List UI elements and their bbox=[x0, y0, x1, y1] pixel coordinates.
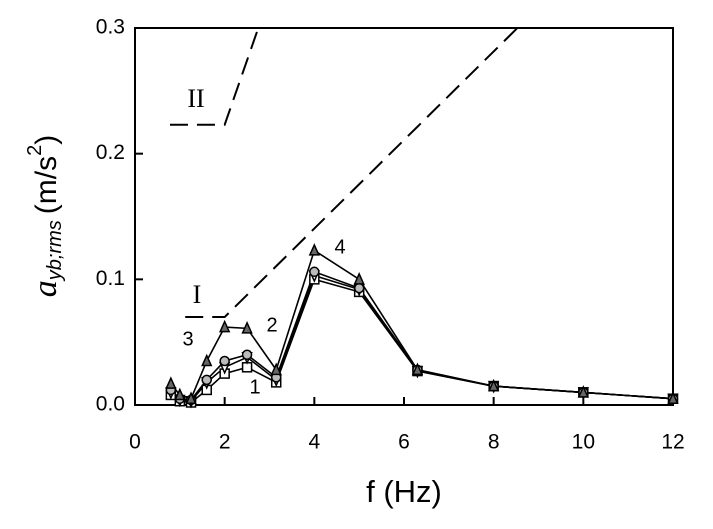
marker bbox=[241, 349, 253, 360]
y-axis-label: ayb;rms (m/s2) bbox=[24, 135, 66, 297]
x-tick-label: 6 bbox=[398, 431, 410, 454]
x-tick-label: 10 bbox=[572, 431, 595, 454]
marker bbox=[353, 282, 365, 294]
marker bbox=[219, 319, 231, 333]
marker bbox=[201, 353, 213, 367]
marker bbox=[241, 321, 253, 334]
y-tick-label: 0.2 bbox=[96, 141, 125, 164]
limit-line bbox=[185, 27, 519, 319]
limit-label: I bbox=[193, 280, 202, 309]
x-tick-label: 0 bbox=[129, 431, 141, 454]
y-tick-label: 0.0 bbox=[96, 393, 125, 416]
y-symbol: a bbox=[27, 280, 64, 297]
marker bbox=[185, 391, 197, 404]
marker bbox=[219, 355, 230, 367]
limit-line bbox=[169, 27, 260, 126]
y-tick-label: 0.1 bbox=[96, 267, 125, 290]
series-line bbox=[170, 270, 674, 401]
series-line bbox=[170, 278, 674, 404]
series-label: 3 bbox=[182, 328, 193, 350]
x-axis-label: f (Hz) bbox=[366, 474, 442, 509]
marker bbox=[577, 385, 589, 398]
series-label: 2 bbox=[266, 314, 277, 336]
limit-label: II bbox=[187, 84, 204, 113]
series-label: 1 bbox=[249, 376, 260, 398]
series-label: 4 bbox=[334, 236, 345, 258]
marker bbox=[165, 376, 177, 389]
x-tick-label: 8 bbox=[488, 431, 500, 454]
marker bbox=[308, 243, 320, 256]
y-tick-label: 0.3 bbox=[96, 16, 125, 39]
x-tick-label: 2 bbox=[219, 431, 231, 454]
marker bbox=[411, 362, 424, 376]
y-unit: (m/s bbox=[30, 156, 63, 214]
y-unit-end: ) bbox=[30, 135, 63, 145]
marker bbox=[353, 272, 365, 285]
marker bbox=[488, 378, 500, 392]
x-tick-label: 12 bbox=[661, 431, 684, 454]
marker bbox=[309, 266, 320, 278]
y-subscript: yb;rms bbox=[44, 220, 66, 282]
marker bbox=[174, 387, 186, 401]
x-tick-label: 4 bbox=[308, 431, 320, 454]
marker bbox=[667, 391, 679, 404]
marker bbox=[201, 374, 212, 386]
y-unit-sup: 2 bbox=[24, 145, 46, 156]
marker bbox=[270, 362, 282, 376]
